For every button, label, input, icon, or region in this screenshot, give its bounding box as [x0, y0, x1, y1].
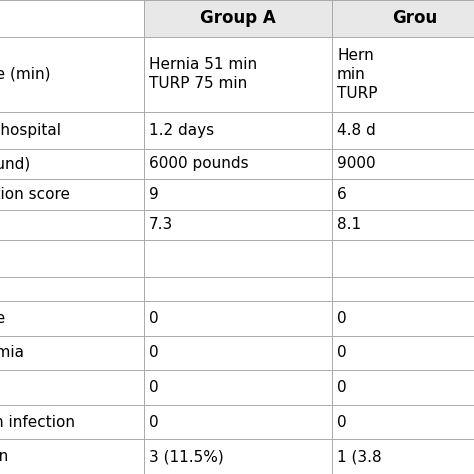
Text: ge: ge: [0, 311, 5, 326]
Bar: [332, 277, 474, 301]
Bar: [144, 112, 332, 148]
Text: 8.1: 8.1: [337, 217, 361, 232]
Text: Group A: Group A: [200, 9, 276, 27]
Bar: [144, 148, 332, 179]
Text: 9000: 9000: [337, 156, 376, 171]
Text: ne (min): ne (min): [0, 67, 50, 82]
Bar: [0, 36, 144, 112]
Bar: [0, 370, 144, 405]
Text: 1.2 days: 1.2 days: [148, 123, 214, 138]
Text: emia: emia: [0, 346, 24, 360]
Bar: [144, 336, 332, 370]
Bar: [0, 336, 144, 370]
Bar: [332, 336, 474, 370]
Bar: [332, 405, 474, 439]
Bar: [332, 179, 474, 210]
Bar: [144, 277, 332, 301]
Bar: [332, 370, 474, 405]
Text: ction score: ction score: [0, 187, 70, 202]
Text: Grou: Grou: [392, 9, 438, 27]
Text: 0: 0: [148, 380, 158, 395]
Text: re: re: [0, 251, 1, 266]
Bar: [0, 240, 144, 277]
Bar: [0, 439, 144, 474]
Text: 4.8 d: 4.8 d: [337, 123, 376, 138]
Text: 0: 0: [148, 311, 158, 326]
Bar: [144, 36, 332, 112]
Text: ion: ion: [0, 449, 9, 464]
Text: 1 (3.8: 1 (3.8: [337, 449, 382, 464]
Text: 3 (11.5%): 3 (11.5%): [148, 449, 223, 464]
Bar: [0, 179, 144, 210]
Bar: [144, 405, 332, 439]
Text: Hern
min
TURP: Hern min TURP: [337, 47, 378, 101]
Text: 0: 0: [337, 380, 347, 395]
Text: Hernia 51 min
TURP 75 min: Hernia 51 min TURP 75 min: [148, 57, 256, 91]
Bar: [0, 0, 144, 36]
Bar: [332, 240, 474, 277]
Bar: [332, 148, 474, 179]
Text: 0: 0: [337, 311, 347, 326]
Text: 7.3: 7.3: [148, 217, 173, 232]
Text: sh infection: sh infection: [0, 415, 75, 429]
Bar: [144, 439, 332, 474]
Bar: [332, 112, 474, 148]
Bar: [0, 277, 144, 301]
Bar: [144, 370, 332, 405]
Bar: [0, 148, 144, 179]
Bar: [0, 301, 144, 336]
Bar: [144, 179, 332, 210]
Text: 0: 0: [337, 415, 347, 429]
Bar: [144, 0, 332, 36]
Bar: [332, 210, 474, 240]
Bar: [0, 210, 144, 240]
Text: e hospital: e hospital: [0, 123, 61, 138]
Text: 6: 6: [337, 187, 347, 202]
Bar: [144, 240, 332, 277]
Bar: [332, 0, 474, 36]
Bar: [0, 405, 144, 439]
Bar: [144, 301, 332, 336]
Text: 6000 pounds: 6000 pounds: [148, 156, 248, 171]
Bar: [332, 36, 474, 112]
Bar: [332, 301, 474, 336]
Bar: [0, 112, 144, 148]
Text: 0: 0: [337, 346, 347, 360]
Text: ound): ound): [0, 156, 30, 171]
Bar: [332, 439, 474, 474]
Bar: [144, 210, 332, 240]
Text: 0: 0: [148, 346, 158, 360]
Text: 9: 9: [148, 187, 158, 202]
Text: 0: 0: [148, 415, 158, 429]
